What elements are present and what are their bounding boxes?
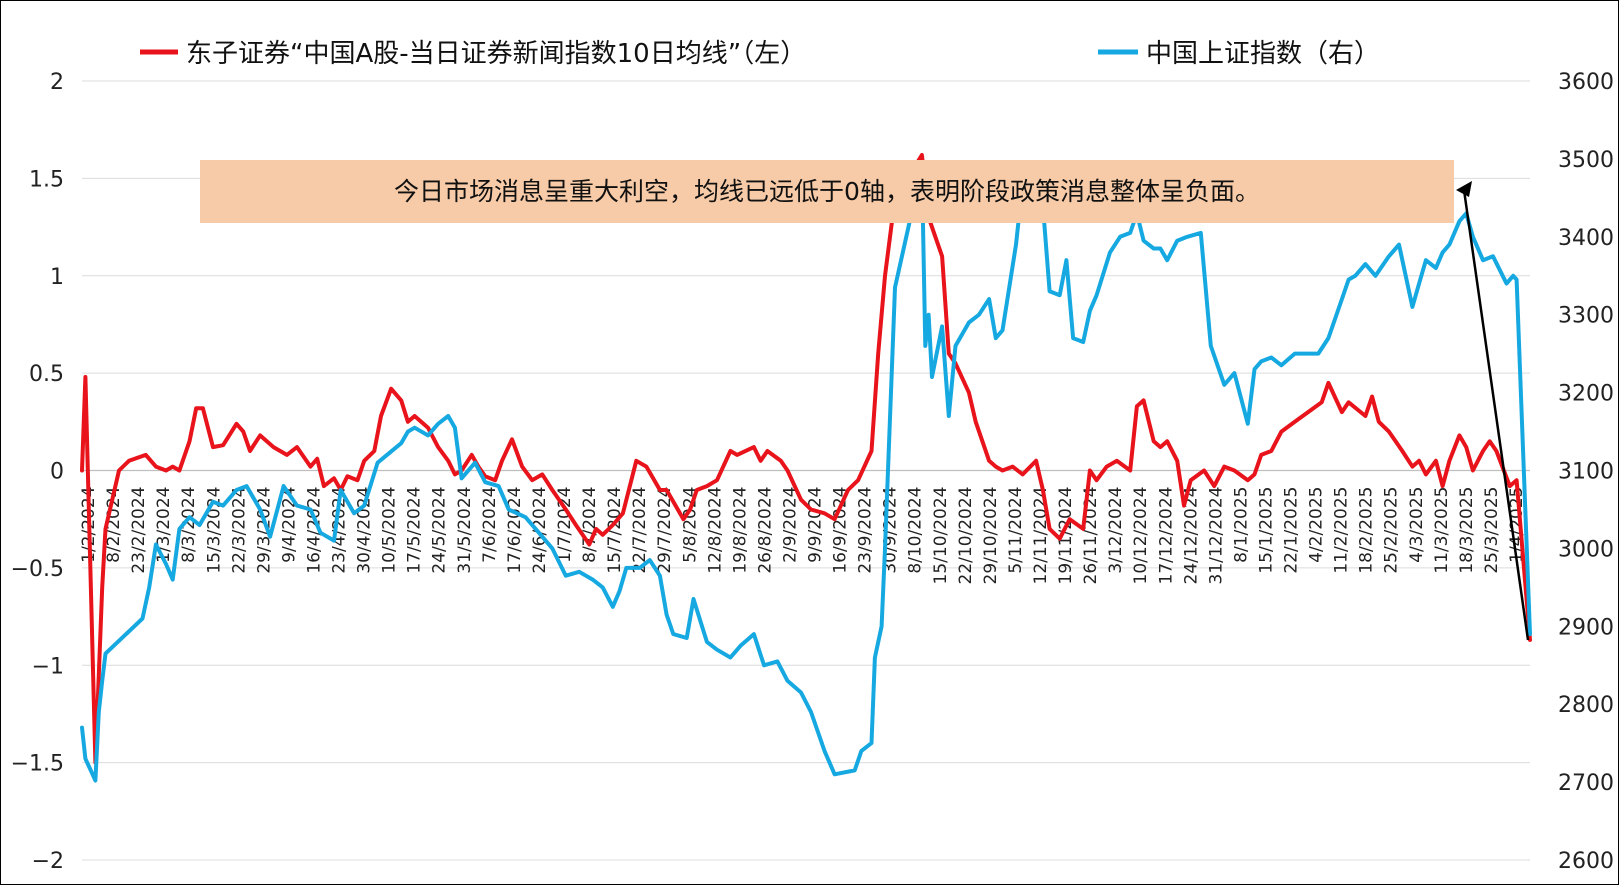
x-tick-label: 24/5/2024 bbox=[430, 487, 450, 574]
x-tick-label: 29/7/2024 bbox=[655, 487, 675, 574]
x-tick-label: 29/10/2024 bbox=[981, 487, 1001, 585]
x-tick-label: 9/4/2024 bbox=[279, 487, 299, 563]
y-right-tick-label: 3300 bbox=[1558, 304, 1614, 329]
legend: 东子证券“中国A股-当日证券新闻指数10日均线”（左） 中国上证指数（右） bbox=[140, 39, 1380, 69]
x-tick-label: 16/9/2024 bbox=[831, 487, 851, 574]
x-tick-label: 11/3/2025 bbox=[1432, 487, 1452, 574]
y-left-tick-label: −2 bbox=[32, 849, 64, 874]
x-tick-label: 1/7/2024 bbox=[555, 487, 575, 563]
x-tick-label: 19/11/2024 bbox=[1056, 487, 1076, 585]
y-left-tick-label: −1.5 bbox=[11, 752, 64, 777]
annotation-text: 今日市场消息呈重大利空，均线已远低于0轴，表明阶段政策消息整体呈负面。 bbox=[394, 177, 1260, 206]
x-tick-label: 24/12/2024 bbox=[1181, 487, 1201, 585]
series-line-shanghai-index bbox=[80, 164, 1532, 783]
x-tick-label: 22/3/2024 bbox=[229, 487, 249, 574]
x-tick-label: 18/2/2025 bbox=[1357, 487, 1377, 574]
series-lines bbox=[80, 153, 1532, 783]
x-tick-label: 9/9/2024 bbox=[806, 487, 826, 563]
y-right-tick-label: 2800 bbox=[1558, 693, 1614, 718]
x-tick-label: 4/3/2025 bbox=[1407, 487, 1427, 563]
x-tick-label: 22/10/2024 bbox=[956, 487, 976, 585]
legend-label-shanghai-index: 中国上证指数（右） bbox=[1146, 39, 1380, 69]
legend-label-news-index: 东子证券“中国A股-当日证券新闻指数10日均线”（左） bbox=[186, 39, 806, 69]
x-tick-label: 31/12/2024 bbox=[1206, 487, 1226, 585]
annotation-arrow bbox=[1456, 181, 1530, 641]
y-left-tick-label: 1 bbox=[50, 265, 64, 290]
x-tick-label: 8/1/2025 bbox=[1231, 487, 1251, 563]
x-tick-label: 2/9/2024 bbox=[780, 487, 800, 563]
x-tick-label: 26/11/2024 bbox=[1081, 487, 1101, 585]
x-tick-label: 11/2/2025 bbox=[1332, 487, 1352, 574]
x-tick-label: 10/12/2024 bbox=[1131, 487, 1151, 585]
x-tick-label: 4/2/2025 bbox=[1307, 487, 1327, 563]
x-tick-label: 8/3/2024 bbox=[179, 487, 199, 563]
x-tick-label: 24/6/2024 bbox=[530, 487, 550, 574]
y-left-tick-label: 0 bbox=[50, 460, 64, 485]
y-right-tick-label: 3400 bbox=[1558, 226, 1614, 251]
y-right-tick-label: 2700 bbox=[1558, 771, 1614, 796]
x-tick-label: 25/2/2025 bbox=[1382, 487, 1402, 574]
y-left-tick-label: 0.5 bbox=[29, 362, 64, 387]
annotation-box: 今日市场消息呈重大利空，均线已远低于0轴，表明阶段政策消息整体呈负面。 bbox=[200, 160, 1454, 223]
x-tick-label: 3/12/2024 bbox=[1106, 487, 1126, 574]
y-left-tick-label: 1.5 bbox=[29, 167, 64, 192]
y-axis-left: 2 1.5 1 0.5 0 −0.5 −1 −1.5 −2 bbox=[11, 70, 64, 874]
x-tick-label: 12/11/2024 bbox=[1031, 487, 1051, 585]
x-tick-label: 15/10/2024 bbox=[931, 487, 951, 585]
y-right-tick-label: 3000 bbox=[1558, 537, 1614, 562]
arrow-line bbox=[1462, 189, 1530, 641]
y-right-tick-label: 3500 bbox=[1558, 148, 1614, 173]
x-tick-label: 22/1/2025 bbox=[1282, 487, 1302, 574]
x-tick-label: 23/9/2024 bbox=[856, 487, 876, 574]
y-right-tick-label: 3100 bbox=[1558, 460, 1614, 485]
y-right-tick-label: 2900 bbox=[1558, 615, 1614, 640]
x-tick-label: 8/7/2024 bbox=[580, 487, 600, 563]
x-tick-label: 15/1/2025 bbox=[1256, 487, 1276, 574]
x-tick-label: 23/2/2024 bbox=[129, 487, 149, 574]
x-tick-label: 7/6/2024 bbox=[480, 487, 500, 563]
x-tick-label: 1/3/2024 bbox=[154, 487, 174, 563]
x-tick-label: 15/3/2024 bbox=[204, 487, 224, 574]
arrow-head bbox=[1456, 181, 1472, 197]
x-tick-label: 8/10/2024 bbox=[906, 487, 926, 574]
annotation-background bbox=[200, 160, 1454, 223]
series-line-news-index bbox=[80, 153, 1532, 765]
x-tick-label: 12/8/2024 bbox=[705, 487, 725, 574]
x-tick-label: 23/4/2024 bbox=[330, 487, 350, 574]
x-tick-label: 15/7/2024 bbox=[605, 487, 625, 574]
x-tick-label: 25/3/2025 bbox=[1482, 487, 1502, 574]
x-tick-label: 17/12/2024 bbox=[1156, 487, 1176, 585]
x-tick-label: 19/8/2024 bbox=[730, 487, 750, 574]
y-left-tick-label: −0.5 bbox=[11, 557, 64, 582]
x-tick-label: 17/6/2024 bbox=[505, 487, 525, 574]
y-left-tick-label: −1 bbox=[32, 654, 64, 679]
x-tick-label: 31/5/2024 bbox=[455, 487, 475, 574]
y-right-tick-label: 3600 bbox=[1558, 70, 1614, 95]
y-right-tick-label: 2600 bbox=[1558, 849, 1614, 874]
x-tick-label: 10/5/2024 bbox=[380, 487, 400, 574]
x-tick-label: 26/8/2024 bbox=[755, 487, 775, 574]
y-axis-right: 3600 3500 3400 3300 3200 3100 3000 2900 2800 2700… bbox=[1558, 70, 1614, 874]
y-right-tick-label: 3200 bbox=[1558, 382, 1614, 407]
x-tick-label: 5/8/2024 bbox=[680, 487, 700, 563]
x-tick-label: 22/7/2024 bbox=[630, 487, 650, 574]
x-tick-label: 17/5/2024 bbox=[405, 487, 425, 574]
y-left-tick-label: 2 bbox=[50, 70, 64, 95]
x-tick-label: 18/3/2025 bbox=[1457, 487, 1477, 574]
x-tick-label: 5/11/2024 bbox=[1006, 487, 1026, 574]
